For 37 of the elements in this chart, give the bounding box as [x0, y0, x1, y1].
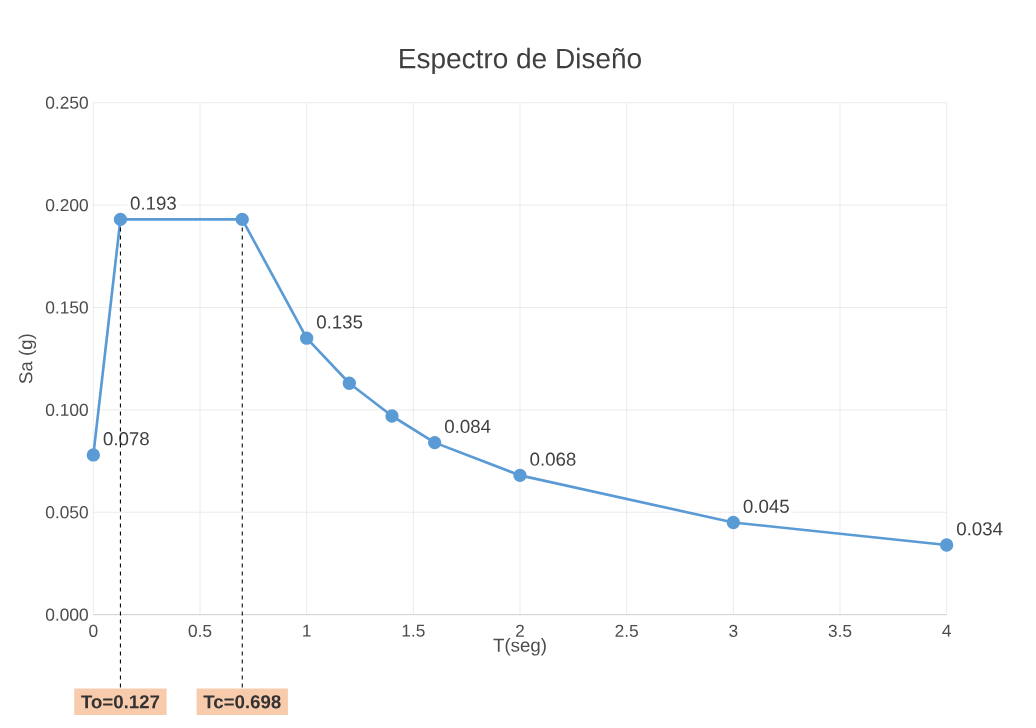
x-tick-label: 4 [942, 624, 951, 637]
point [726, 515, 740, 530]
x-tick-label: 0.5 [188, 624, 212, 637]
point [342, 376, 357, 390]
point [300, 331, 314, 345]
data-label: 0.045 [743, 499, 789, 513]
point [427, 435, 442, 450]
point [385, 409, 399, 423]
data-label: 0.193 [130, 196, 176, 210]
x-axis-title: T(seg) [493, 638, 546, 656]
ref-line-label: Tc=0.698 [203, 695, 281, 709]
y-tick-label: 0.050 [45, 506, 88, 519]
x-tick-label: 2.5 [615, 624, 638, 637]
y-tick-label: 0.200 [45, 198, 88, 212]
point [939, 538, 954, 552]
point [235, 212, 249, 227]
x-tick-label: 3.5 [828, 624, 852, 637]
data-label: 0.078 [103, 432, 149, 446]
y-axis-title: Sa (g) [18, 334, 37, 384]
ref-line-label: To=0.127 [81, 695, 160, 709]
x-tick-label: 1.5 [402, 624, 425, 637]
y-tick-label: 0.250 [45, 96, 88, 109]
x-tick-label: 2 [516, 624, 524, 637]
data-label: 0.135 [317, 315, 363, 329]
point [86, 448, 101, 462]
data-label: 0.068 [530, 452, 576, 466]
point [513, 468, 527, 483]
data-label: 0.034 [956, 522, 1003, 536]
y-tick-label: 0.000 [45, 608, 88, 621]
data-label: 0.084 [445, 419, 491, 434]
point [113, 212, 128, 227]
y-tick-label: 0.150 [45, 301, 88, 314]
chart-title: Espectro de Diseño [400, 47, 641, 74]
x-tick-label: 1 [303, 624, 311, 637]
x-tick-label: 0 [89, 624, 98, 637]
y-tick-label: 0.100 [45, 403, 88, 416]
x-tick-label: 3 [729, 624, 738, 637]
